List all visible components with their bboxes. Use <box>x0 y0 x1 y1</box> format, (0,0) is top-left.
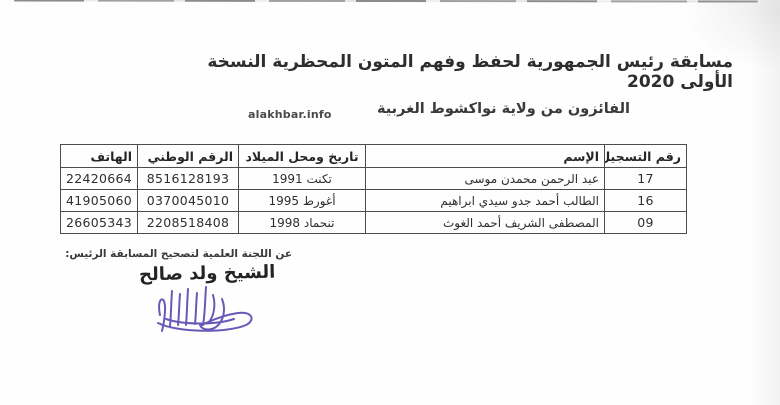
committee-attestation-line: عن اللجنة العلمية لتصحيح المسابقة الرئيس… <box>65 248 292 260</box>
col-header-birth: تاريخ ومحل الميلاد <box>238 144 366 168</box>
cell-phone: 41905060 <box>60 189 138 212</box>
cell-registration: 16 <box>604 189 687 212</box>
table-row: 17 عبد الرحمن محمدن موسى تكنت 1991 85161… <box>60 167 687 190</box>
winners-table: رقم التسجيل الإسم تاريخ ومحل الميلاد الر… <box>60 144 687 234</box>
document-subtitle: الفائزون من ولاية نواكشوط الغربية <box>376 101 630 117</box>
scan-edge-mark <box>13 0 759 3</box>
cell-registration: 09 <box>604 211 687 234</box>
cell-birth: أغورط 1995 <box>238 189 366 212</box>
cell-name: الطالب أحمد جدو سيدي ابراهيم <box>365 189 605 212</box>
col-header-phone: الهاتف <box>60 144 138 168</box>
cell-registration: 17 <box>604 167 687 190</box>
cell-phone: 22420664 <box>60 167 138 190</box>
cell-national-id: 0370045010 <box>137 189 239 212</box>
cell-national-id: 8516128193 <box>137 167 239 190</box>
col-header-national-id: الرقم الوطني <box>137 144 239 168</box>
document-title: مسابقة رئيس الجمهورية لحفظ وفهم المتون ا… <box>207 52 733 92</box>
col-header-registration: رقم التسجيل <box>604 144 687 168</box>
cell-national-id: 2208518408 <box>137 211 239 234</box>
table-row: 09 المصطفى الشريف أحمد الغوث تنحماد 1998… <box>60 211 687 234</box>
cell-phone: 26605343 <box>60 211 138 234</box>
cell-name: عبد الرحمن محمدن موسى <box>365 167 605 190</box>
watermark-alakhbar: alakhbar.info <box>248 108 332 121</box>
cell-birth: تنحماد 1998 <box>238 211 366 234</box>
handwritten-signature-ink <box>157 286 253 332</box>
table-row: 16 الطالب أحمد جدو سيدي ابراهيم أغورط 19… <box>60 189 687 212</box>
col-header-name: الإسم <box>365 144 605 168</box>
cell-birth: تكنت 1991 <box>238 167 366 190</box>
cell-name: المصطفى الشريف أحمد الغوث <box>365 211 605 234</box>
table-header-row: رقم التسجيل الإسم تاريخ ومحل الميلاد الر… <box>60 144 687 168</box>
